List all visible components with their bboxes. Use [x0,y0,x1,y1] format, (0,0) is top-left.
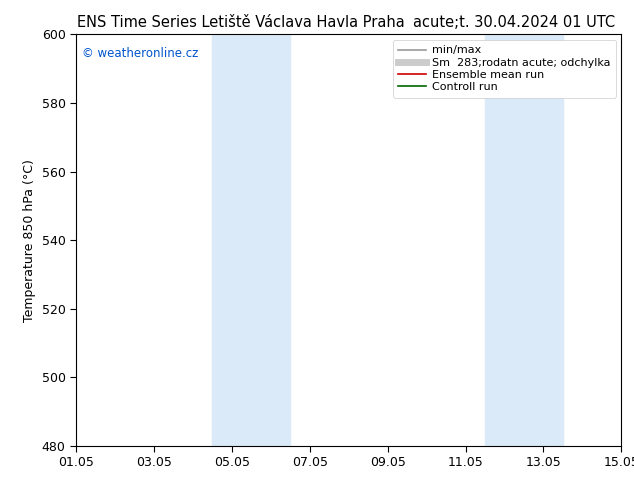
Bar [485,34,563,446]
Legend: min/max, Sm  283;rodatn acute; odchylka, Ensemble mean run, Controll run: min/max, Sm 283;rodatn acute; odchylka, … [393,40,616,98]
Text: acute;t. 30.04.2024 01 UTC: acute;t. 30.04.2024 01 UTC [413,15,615,30]
Bar [212,34,290,446]
Text: © weatheronline.cz: © weatheronline.cz [82,47,198,60]
Y-axis label: Temperature 850 hPa (°C): Temperature 850 hPa (°C) [23,159,36,321]
Text: ENS Time Series Letiště Václava Havla Praha: ENS Time Series Letiště Václava Havla Pr… [77,15,404,30]
